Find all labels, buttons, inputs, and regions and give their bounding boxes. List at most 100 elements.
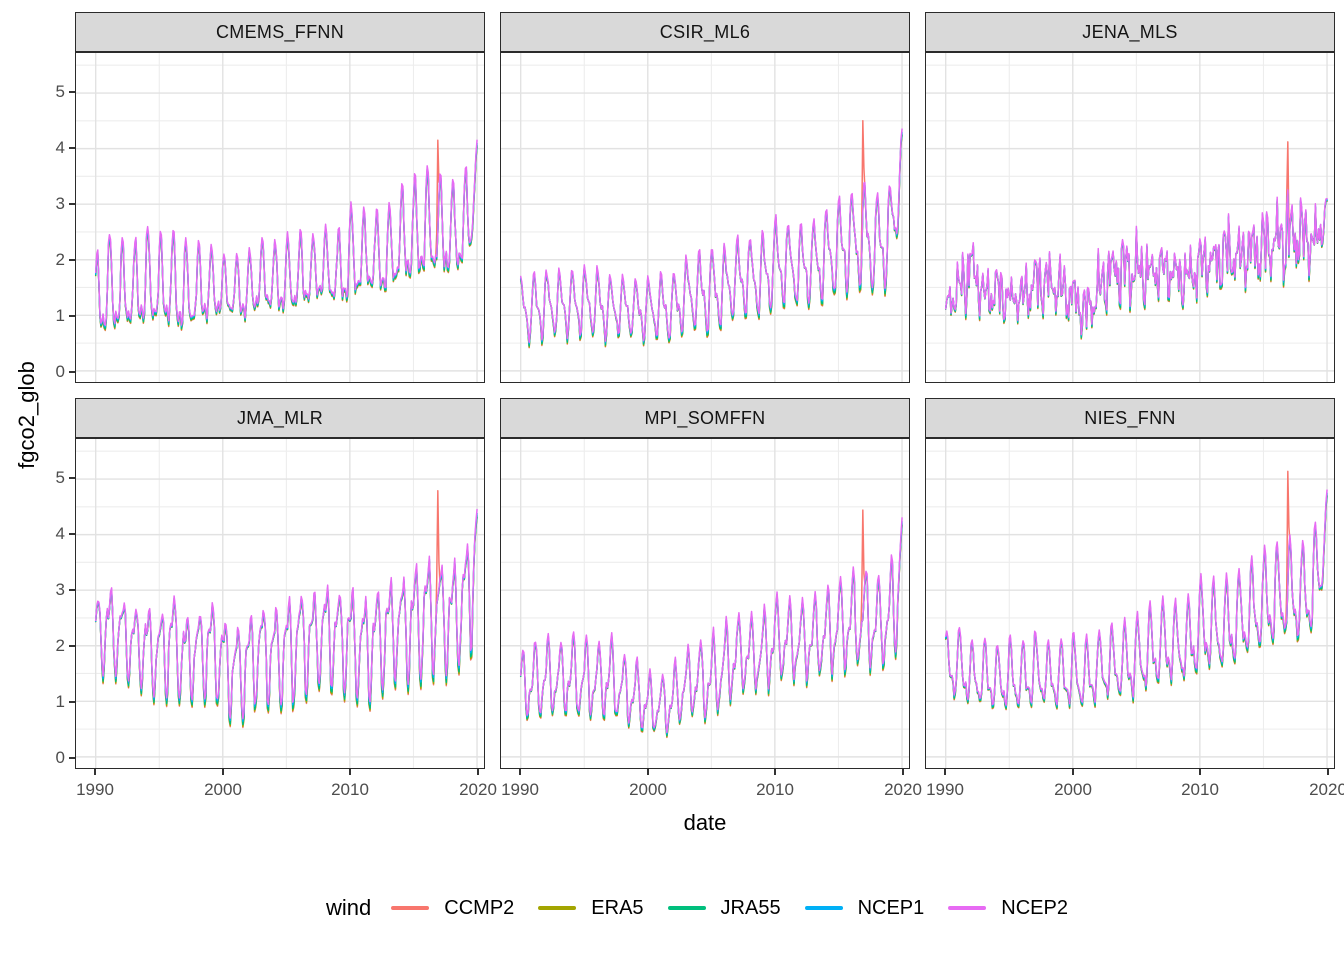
plot-canvas xyxy=(926,439,1334,768)
facet-title: JENA_MLS xyxy=(1082,21,1178,42)
y-tick-label: 0 xyxy=(55,362,65,381)
y-tick-mark xyxy=(69,259,75,261)
facet-jma-mlr: JMA_MLR xyxy=(75,398,485,769)
facet-strip: NIES_FNN xyxy=(925,398,1335,438)
x-tick-label: 1990 xyxy=(926,780,964,799)
legend-key-line-icon xyxy=(667,906,706,910)
facet-cmems-ffnn: CMEMS_FFNN xyxy=(75,12,485,383)
grid-minor xyxy=(501,53,909,382)
facet-strip: MPI_SOMFFN xyxy=(500,398,910,438)
series-line-ncep2 xyxy=(519,517,903,734)
series-line-ncep2 xyxy=(944,189,1328,336)
x-tick-mark xyxy=(1199,769,1201,775)
x-tick-label: 2000 xyxy=(629,780,667,799)
legend-item-ccmp2: CCMP2 xyxy=(391,897,514,920)
y-tick-label: 3 xyxy=(55,194,65,213)
facet-strip: JMA_MLR xyxy=(75,398,485,438)
series-line-ncep2 xyxy=(519,128,903,343)
facet-nies-fnn: NIES_FNN xyxy=(925,398,1335,769)
series-line-ncep2 xyxy=(944,489,1328,706)
y-tick-mark xyxy=(69,371,75,373)
y-tick-label: 3 xyxy=(55,580,65,599)
x-tick-label: 2010 xyxy=(1181,780,1219,799)
y-tick-label: 2 xyxy=(55,250,65,269)
plot-panel xyxy=(500,438,910,769)
plot-panel xyxy=(500,52,910,383)
y-tick-mark xyxy=(69,203,75,205)
grid-major xyxy=(501,439,909,768)
y-tick-mark xyxy=(69,477,75,479)
plot-panel xyxy=(925,52,1335,383)
facet-title: CSIR_ML6 xyxy=(659,21,751,42)
x-tick-mark xyxy=(647,769,649,775)
x-tick-label: 2000 xyxy=(1054,780,1092,799)
x-tick-label: 2020 xyxy=(459,780,497,799)
y-tick-label: 5 xyxy=(55,82,65,101)
legend-label: JRA55 xyxy=(720,896,781,919)
y-tick-mark xyxy=(69,701,75,703)
legend-label: NCEP2 xyxy=(1001,896,1068,919)
facet-csir-ml6: CSIR_ML6 xyxy=(500,12,910,383)
y-tick-mark xyxy=(69,589,75,591)
y-tick-label: 5 xyxy=(55,468,65,487)
y-tick-label: 4 xyxy=(55,524,65,543)
legend-label: NCEP1 xyxy=(857,896,925,919)
grid-minor xyxy=(501,439,909,768)
y-tick-label: 2 xyxy=(55,636,65,655)
x-tick-mark xyxy=(477,769,479,775)
grid-minor xyxy=(926,53,1334,382)
legend-item-ncep1: NCEP1 xyxy=(804,896,925,920)
x-tick-mark xyxy=(902,769,904,775)
legend-title: wind xyxy=(326,895,372,920)
y-tick-label: 4 xyxy=(55,138,65,157)
plot-canvas xyxy=(76,53,484,382)
legend-key-line-icon xyxy=(948,906,987,910)
plot-canvas xyxy=(501,439,909,768)
y-tick-mark xyxy=(69,91,75,93)
x-tick-mark xyxy=(944,769,946,775)
grid-major xyxy=(76,53,484,382)
x-tick-mark xyxy=(774,769,776,775)
facet-mpi-somffn: MPI_SOMFFN xyxy=(500,398,910,769)
facet-title: MPI_SOMFFN xyxy=(644,407,766,428)
series-line-ncep2 xyxy=(94,508,478,720)
y-tick-mark xyxy=(69,533,75,535)
legend-key-line-icon xyxy=(804,906,843,910)
x-tick-label: 1990 xyxy=(76,780,114,799)
plot-panel xyxy=(75,438,485,769)
x-tick-label: 2000 xyxy=(204,780,242,799)
y-tick-mark xyxy=(69,757,75,759)
grid-minor xyxy=(76,53,484,382)
x-tick-mark xyxy=(519,769,521,775)
facet-strip: CSIR_ML6 xyxy=(500,12,910,52)
legend-item-ncep2: NCEP2 xyxy=(948,897,1068,920)
series-line-ncep2 xyxy=(94,139,478,326)
y-tick-mark xyxy=(69,645,75,647)
grid-minor xyxy=(76,439,484,768)
grid-major xyxy=(501,53,909,382)
x-tick-label: 2020 xyxy=(884,780,922,799)
plot-canvas xyxy=(501,53,909,382)
x-axis-title: date xyxy=(683,810,727,835)
facet-jena-mls: JENA_MLS xyxy=(925,12,1335,383)
plot-canvas xyxy=(926,53,1334,382)
plot-canvas xyxy=(76,439,484,768)
x-tick-mark xyxy=(94,769,96,775)
facet-strip: CMEMS_FFNN xyxy=(75,12,485,52)
facet-title: JMA_MLR xyxy=(236,407,324,428)
legend-label: ERA5 xyxy=(591,896,644,919)
y-tick-mark xyxy=(69,315,75,317)
facet-strip: JENA_MLS xyxy=(925,12,1335,52)
legend: wind CCMP2 ERA5 JRA55 NCEP1 NCEP2 xyxy=(326,888,1068,928)
x-tick-mark xyxy=(222,769,224,775)
plot-panel xyxy=(75,52,485,383)
y-tick-label: 1 xyxy=(55,306,65,325)
facet-title: CMEMS_FFNN xyxy=(216,21,344,42)
grid-major xyxy=(926,439,1334,768)
grid-major xyxy=(926,53,1334,382)
grid-major xyxy=(76,439,484,768)
plot-panel xyxy=(925,438,1335,769)
x-tick-label: 2020 xyxy=(1309,780,1344,799)
x-tick-label: 2010 xyxy=(756,780,794,799)
